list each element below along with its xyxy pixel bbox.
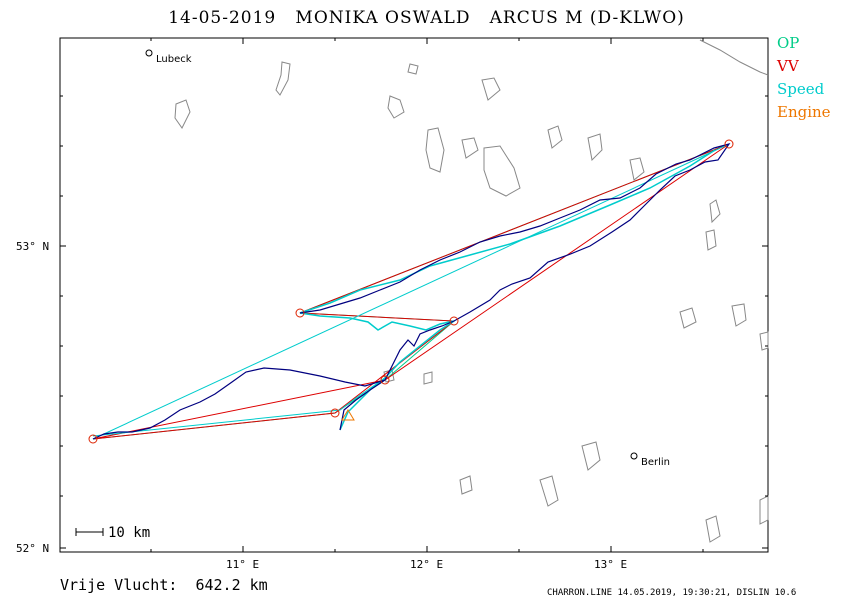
scale-label: 10 km (108, 525, 150, 541)
legend-speed: Speed (777, 80, 825, 98)
lake (275, 61, 291, 96)
flight-track (92, 143, 731, 440)
free-flight-distance: Vrije Vlucht: 642.2 km (60, 576, 268, 594)
lake (174, 99, 191, 129)
finish-marker (341, 409, 355, 421)
turnpoint (724, 139, 734, 149)
city-marker-lubeck (145, 49, 153, 57)
lake (709, 199, 721, 224)
lat-label-52: 52° N (16, 542, 49, 555)
lake (629, 157, 645, 181)
lake (547, 125, 563, 149)
lake (759, 495, 769, 525)
footer-info: CHARRON.LINE 14.05.2019, 19:30:21, DISLI… (547, 588, 797, 598)
map-title: 14-05-2019 MONIKA OSWALD ARCUS M (D-KLWO… (168, 8, 685, 28)
lake (407, 63, 419, 75)
lon-label-11: 11° E (226, 558, 259, 571)
lon-label-13: 13° E (594, 558, 627, 571)
lake (539, 475, 559, 507)
coastline (699, 39, 769, 76)
legend-engine: Engine (777, 103, 831, 121)
lon-ticks (150, 38, 704, 552)
city-label-lubeck: Lubeck (156, 54, 192, 65)
city-marker-berlin (630, 452, 638, 460)
lake (387, 95, 405, 119)
map-frame (59, 37, 769, 553)
speed-track (299, 149, 716, 431)
lake (425, 127, 445, 173)
lake (481, 77, 501, 101)
lake (423, 371, 433, 385)
task-lines (92, 143, 730, 440)
lake (459, 475, 473, 495)
lake (731, 303, 747, 327)
speed-line (92, 143, 730, 440)
lake (759, 331, 769, 351)
lake (587, 133, 603, 162)
lake (461, 137, 479, 159)
legend-op: OP (777, 34, 800, 52)
lake (705, 515, 721, 543)
lake (581, 441, 601, 471)
lake (483, 145, 521, 197)
turnpoint (330, 408, 340, 418)
turnpoint-start (88, 434, 98, 444)
lat-label-53: 53° N (16, 240, 49, 253)
turnpoint (449, 316, 459, 326)
lake (679, 307, 697, 329)
lon-label-12: 12° E (410, 558, 443, 571)
city-label-berlin: Berlin (641, 457, 670, 468)
turnpoint (380, 375, 390, 385)
scale-bar (75, 528, 104, 536)
lake-outlines (174, 39, 769, 543)
turnpoint (295, 308, 305, 318)
speed-line-segment (92, 377, 386, 437)
lake (705, 229, 717, 251)
lat-ticks (60, 95, 768, 549)
legend-vv: VV (777, 57, 799, 75)
turnpoints (88, 139, 734, 444)
